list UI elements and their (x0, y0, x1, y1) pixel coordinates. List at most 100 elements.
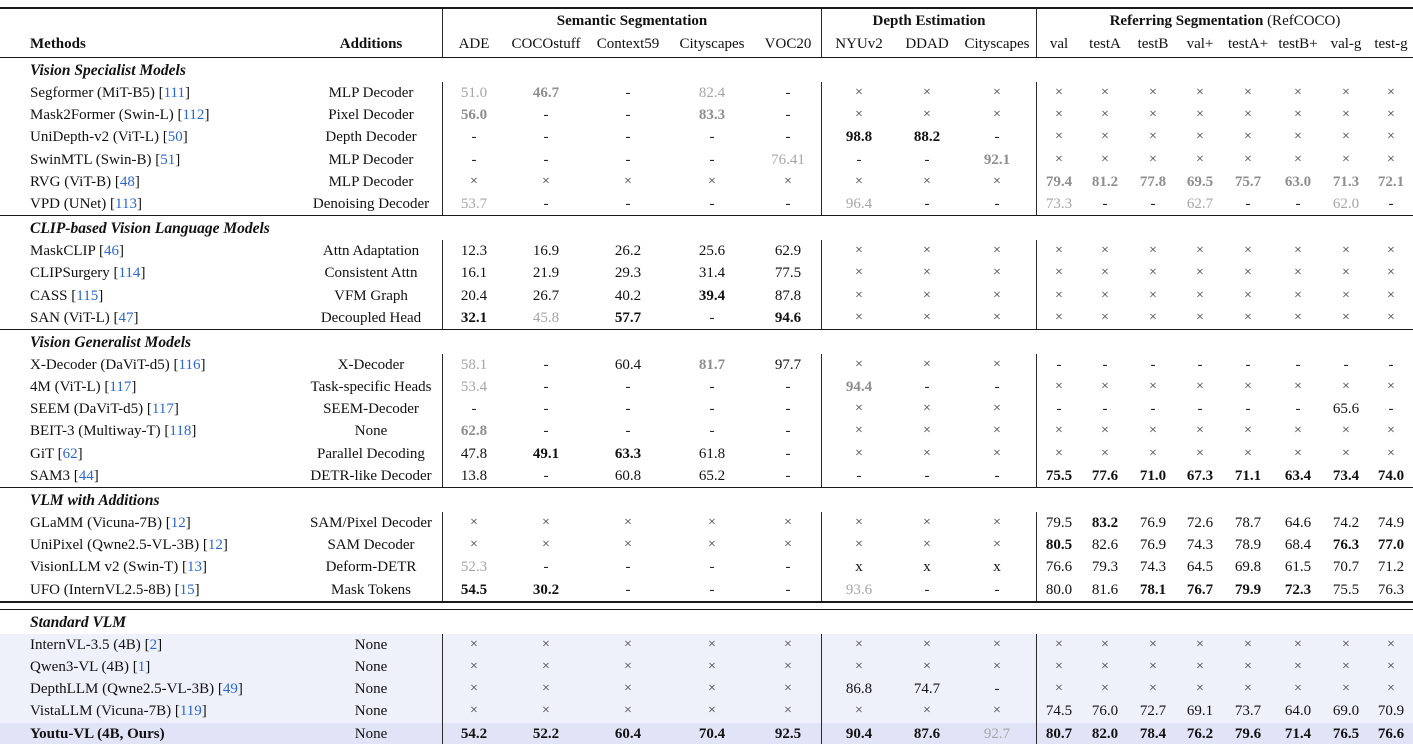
table-cell: × (755, 170, 822, 193)
citation-link[interactable]: 116 (178, 356, 201, 373)
table-cell: 76.9 (1139, 537, 1167, 554)
table-cell: × (1294, 85, 1302, 100)
table-cell: × (855, 537, 863, 553)
table-cell: × (1101, 151, 1109, 167)
table-cell: 63.4 (1284, 467, 1312, 484)
table-cell: 13.8 (460, 467, 488, 484)
col-header-context59: Context59 (596, 36, 660, 52)
table-cell: × (470, 515, 478, 530)
table-cell: - (625, 401, 631, 418)
table-row: X-Decoder (DaViT-d5) [116] X-Decoder 58.1 -… (0, 353, 1413, 377)
table-cell: 69.1 (1186, 703, 1214, 720)
citation-link[interactable]: 15 (179, 581, 195, 598)
col-header-methods: Methods (30, 36, 86, 52)
col-header-cocostuff: COCOstuff (511, 36, 581, 52)
table-cell: × (855, 703, 863, 719)
table-cell: 75.7 (1234, 173, 1262, 190)
addition-cell: Mask Tokens (300, 578, 443, 601)
table-cell: - (709, 151, 715, 168)
method-name: InternVL-3.5 (4B) (30, 636, 141, 653)
table-cell: 76.41 (755, 148, 822, 171)
table-cell: 62.0 (1332, 195, 1360, 212)
col-header-test-g: test-g (1374, 36, 1408, 52)
section-header-row: Standard VLM (0, 610, 1413, 634)
citation-link[interactable]: 49 (222, 681, 238, 698)
table-cell: × (624, 636, 632, 652)
table-cell: 71.1 (1234, 467, 1262, 484)
citation-link[interactable]: 47 (118, 309, 134, 326)
table-cell: - (1245, 356, 1251, 373)
table-cell: × (542, 537, 550, 553)
citation-link[interactable]: 12 (207, 537, 223, 554)
col-header-testb: testB (1137, 36, 1169, 52)
table-cell: × (470, 537, 478, 553)
citation-link[interactable]: 111 (163, 85, 185, 101)
table-cell: × (1342, 379, 1350, 395)
citation-link[interactable]: 48 (119, 173, 135, 190)
table-cell: × (855, 265, 863, 281)
table-cell: 96.4 (845, 195, 873, 212)
table-cell: 53.7 (460, 195, 488, 212)
citation-link[interactable]: 112 (182, 107, 205, 124)
table-cell: 67.3 (1186, 467, 1214, 484)
table-cell: 64.5 (1186, 559, 1214, 576)
table-cell: × (542, 703, 550, 719)
table-cell: × (923, 309, 931, 325)
citation-link[interactable]: 12 (170, 515, 186, 531)
table-cell: × (1101, 445, 1109, 461)
citation-link[interactable]: 51 (160, 151, 176, 168)
table-cell: × (855, 85, 863, 100)
section-divider-double (0, 600, 1413, 610)
table-cell: × (1244, 309, 1252, 325)
table-cell: × (958, 306, 1037, 329)
table-row: Qwen3-VL (4B) [1] None × × × × × × × × × × × × × × × × (0, 655, 1413, 679)
citation-link[interactable]: 117 (109, 379, 132, 396)
addition-cell: MLP Decoder (300, 82, 443, 105)
table-cell: 21.9 (532, 265, 560, 282)
table-cell: 58.1 (460, 356, 488, 373)
citation-link[interactable]: 13 (187, 559, 203, 576)
table-row: VistaLLM (Vicuna-7B) [119] None × × × × × × × × 74… (0, 700, 1413, 723)
addition-cell: Decoupled Head (300, 306, 443, 329)
section-title: VLM with Additions (30, 492, 160, 509)
table-cell: × (624, 703, 632, 719)
table-cell: - (924, 151, 930, 168)
table-cell: - (1197, 401, 1203, 418)
table-cell: 70.4 (698, 725, 726, 742)
table-cell: - (1245, 401, 1251, 418)
table-cell: × (708, 537, 716, 553)
citation-link[interactable]: 44 (78, 467, 94, 484)
citation-link[interactable]: 50 (167, 129, 183, 146)
citation-link[interactable]: 62 (62, 445, 78, 462)
table-cell: × (1149, 287, 1157, 303)
table-cell: 73.7 (1234, 703, 1262, 720)
table-cell: × (1342, 85, 1350, 100)
citation-link[interactable]: 119 (179, 703, 202, 720)
table-cell: - (1150, 401, 1156, 418)
table-cell: 62.8 (460, 423, 488, 440)
table-cell: - (709, 401, 715, 418)
col-header-nyuv2: NYUv2 (835, 36, 883, 52)
citation-link[interactable]: 117 (151, 401, 174, 418)
citation-link[interactable]: 1 (137, 658, 146, 675)
method-name: UniDepth-v2 (ViT-L) (30, 129, 159, 146)
citation-link[interactable]: 114 (118, 265, 141, 282)
table-cell: × (923, 85, 931, 100)
table-cell: × (708, 681, 716, 697)
table-cell: 52.2 (532, 725, 560, 742)
table-cell: - (755, 578, 822, 601)
method-cell: 4M (ViT-L) [117] (30, 379, 137, 396)
method-cell: GLaMM (Vicuna-7B) [12] (30, 515, 191, 531)
citation-link[interactable]: 118 (169, 423, 192, 440)
table-cell: 92.7 (958, 722, 1037, 744)
citation-link[interactable]: 113 (115, 195, 137, 212)
citation-link[interactable]: 46 (104, 243, 120, 260)
table-cell: × (1055, 423, 1063, 439)
table-cell: - (625, 559, 631, 576)
table-cell: × (1101, 658, 1109, 674)
table-cell: 63.0 (1284, 173, 1312, 190)
citation-link[interactable]: 2 (149, 636, 158, 653)
table-cell: - (924, 195, 930, 212)
citation-link[interactable]: 115 (76, 287, 99, 304)
table-cell: - (543, 401, 549, 418)
